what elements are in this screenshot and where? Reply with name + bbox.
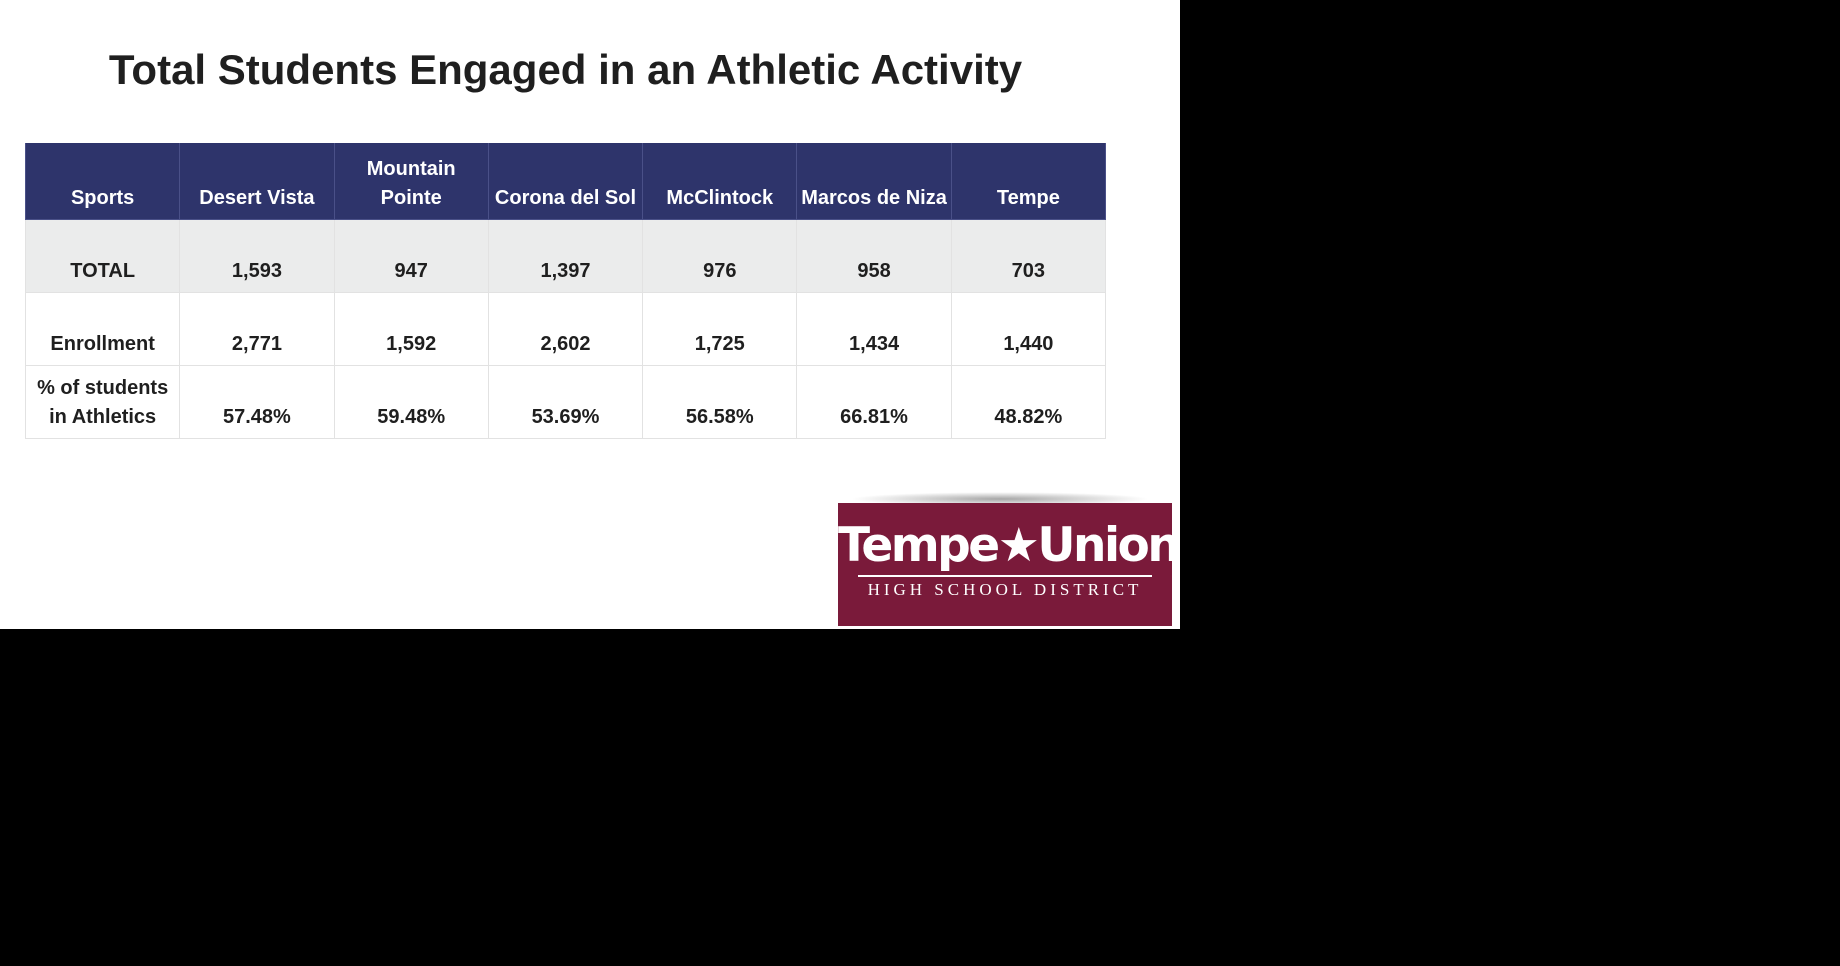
table-cell: 48.82% [950, 364, 1107, 439]
row-label: Enrollment [24, 291, 181, 366]
table-cell: 703 [950, 218, 1107, 293]
table-cell: 1,397 [487, 218, 644, 293]
table-row-enrollment: Enrollment 2,771 1,592 2,602 1,725 1,434… [24, 291, 1107, 366]
table-cell: 958 [796, 218, 952, 293]
athletics-table: Sports Desert Vista Mountain Pointe Coro… [24, 143, 1107, 439]
table-cell: 1,593 [179, 218, 335, 293]
logo-subtitle: HIGH SCHOOL DISTRICT [867, 580, 1143, 599]
table-cell: 976 [642, 218, 798, 293]
table-cell: 59.48% [333, 364, 489, 439]
table-cell: 66.81% [796, 364, 952, 439]
row-label: TOTAL [24, 218, 181, 293]
column-header-corona-del-sol: Corona del Sol [487, 143, 644, 220]
logo-shadow [850, 492, 1150, 506]
table-cell: 56.58% [642, 364, 798, 439]
table-cell: 1,592 [333, 291, 489, 366]
column-header-mcclintock: McClintock [642, 143, 798, 220]
table-row-percent-athletics: % of students in Athletics 57.48% 59.48%… [24, 364, 1107, 439]
district-logo: Tempe★Union HIGH SCHOOL DISTRICT [838, 503, 1180, 626]
column-header-desert-vista: Desert Vista [179, 143, 335, 220]
logo-divider [858, 575, 1152, 577]
column-header-tempe: Tempe [950, 143, 1107, 220]
table-cell: 1,440 [950, 291, 1107, 366]
column-header-sports: Sports [24, 143, 181, 220]
table-row-total: TOTAL 1,593 947 1,397 976 958 703 [24, 218, 1107, 293]
column-header-mountain-pointe: Mountain Pointe [333, 143, 489, 220]
table-cell: 1,434 [796, 291, 952, 366]
slide: Total Students Engaged in an Athletic Ac… [0, 0, 1180, 629]
table-cell: 2,771 [179, 291, 335, 366]
table-cell: 57.48% [179, 364, 335, 439]
column-header-marcos-de-niza: Marcos de Niza [796, 143, 952, 220]
page-title: Total Students Engaged in an Athletic Ac… [108, 46, 1023, 93]
logo-wordmark: Tempe★Union [838, 518, 1180, 573]
table-cell: 947 [333, 218, 489, 293]
table-cell: 53.69% [487, 364, 644, 439]
table-cell: 2,602 [487, 291, 644, 366]
table-cell: 1,725 [642, 291, 798, 366]
table-header-row: Sports Desert Vista Mountain Pointe Coro… [24, 143, 1107, 220]
row-label: % of students in Athletics [24, 364, 181, 439]
